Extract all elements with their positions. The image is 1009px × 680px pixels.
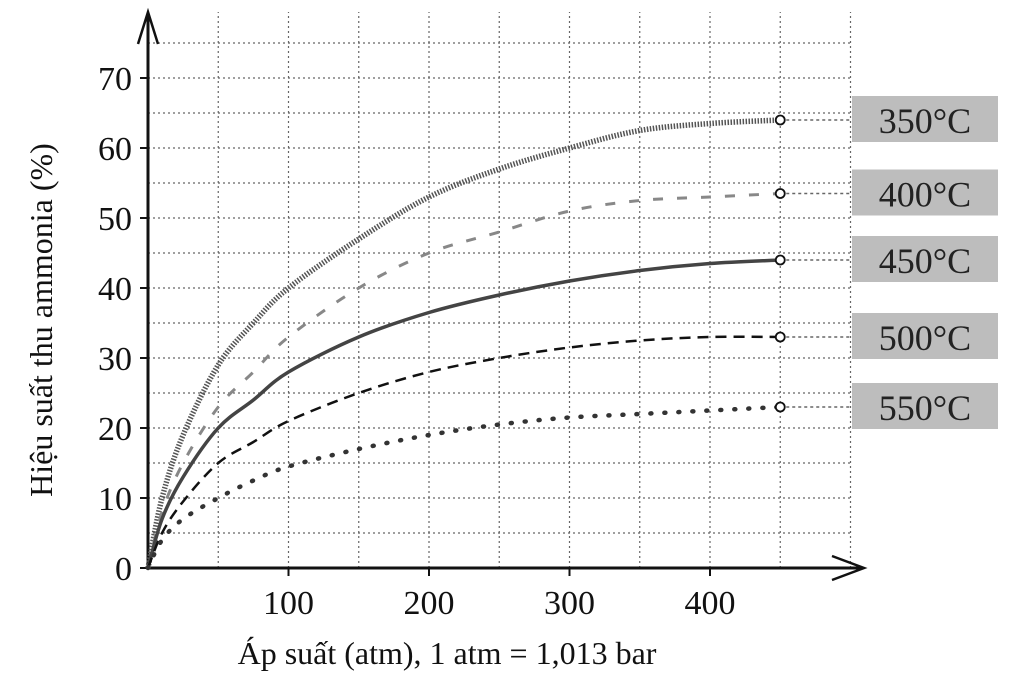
- series-label: 500°C: [879, 318, 971, 358]
- endpoint-marker: [774, 188, 786, 199]
- series-line-350c: [145, 117, 781, 569]
- y-tick-label: 20: [98, 411, 132, 448]
- series-label: 350°C: [879, 101, 971, 141]
- series-endpoints: [774, 114, 852, 413]
- series-label-background: [852, 236, 998, 282]
- axes: [136, 7, 868, 582]
- y-tick-label: 10: [98, 481, 132, 518]
- endpoint-marker: [774, 401, 786, 413]
- x-tick-label: 300: [544, 585, 595, 622]
- series-label-background: [852, 383, 998, 429]
- series-label-background: [852, 169, 998, 216]
- series-label: 450°C: [879, 241, 971, 281]
- grid: [148, 12, 852, 568]
- series-line-400c: [146, 192, 781, 569]
- series-line-550c: [145, 404, 783, 571]
- y-axis-title: Hiệu suất thu ammonia (%): [23, 143, 59, 497]
- y-tick-label: 30: [98, 341, 132, 378]
- x-axis-title: Áp suất (atm), 1 atm = 1,013 bar: [238, 635, 657, 671]
- y-tick-label: 40: [98, 271, 132, 308]
- x-axis-arrow-icon: [831, 554, 868, 582]
- series-line-500c: [146, 335, 781, 569]
- endpoint-marker: [774, 114, 786, 126]
- series-label: 400°C: [879, 175, 971, 215]
- y-tick-label: 0: [115, 551, 132, 588]
- series-label-background: [852, 96, 998, 142]
- tick-labels: 0 10 20 30 40 50 60 70 100 200 300 400: [98, 61, 736, 622]
- series-label-background: [852, 313, 998, 359]
- y-tick-label: 70: [98, 61, 132, 98]
- x-tick-label: 400: [685, 585, 736, 622]
- endpoint-marker: [774, 331, 786, 343]
- y-tick-label: 50: [98, 201, 132, 238]
- endpoint-marker: [774, 254, 786, 266]
- x-tick-label: 200: [404, 585, 455, 622]
- series-lines: [145, 117, 783, 571]
- y-axis-arrow-icon: [136, 7, 160, 45]
- series-line-450c: [146, 258, 781, 569]
- x-tick-label: 100: [263, 585, 314, 622]
- series-labels: 350°C 400°C 450°C 500°C 550°C: [852, 96, 998, 429]
- series-label: 550°C: [879, 388, 971, 428]
- y-tick-label: 60: [98, 131, 132, 168]
